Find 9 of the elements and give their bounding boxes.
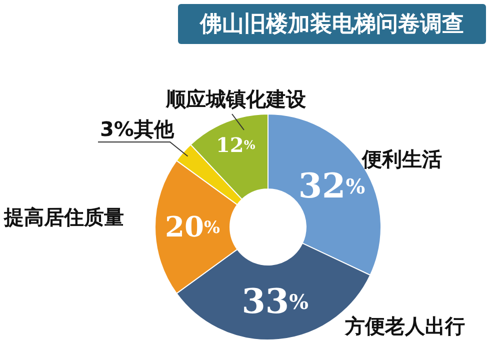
data-label: 12% xyxy=(216,133,256,158)
chart-title: 佛山旧楼加装电梯问卷调查 xyxy=(178,4,486,44)
slice-label: 提高居住质量 xyxy=(3,205,124,229)
data-label: 3% xyxy=(100,117,134,141)
data-label: 33% xyxy=(242,282,308,322)
slice-label: 方便老人出行 xyxy=(344,314,465,338)
slice-label: 顺应城镇化建设 xyxy=(165,87,307,111)
slice-label: 其他 xyxy=(134,117,174,141)
data-label: 20% xyxy=(165,210,220,244)
